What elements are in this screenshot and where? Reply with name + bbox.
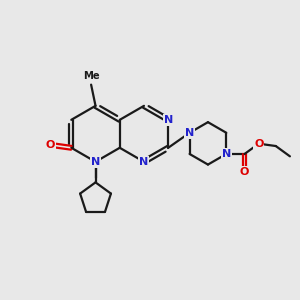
Text: N: N (222, 149, 231, 159)
Text: N: N (164, 115, 173, 125)
Text: O: O (254, 139, 263, 149)
Text: N: N (91, 157, 100, 167)
Text: N: N (185, 128, 194, 138)
Text: O: O (45, 140, 55, 150)
Text: Me: Me (83, 71, 99, 81)
Text: N: N (140, 157, 148, 167)
Text: O: O (240, 167, 249, 177)
